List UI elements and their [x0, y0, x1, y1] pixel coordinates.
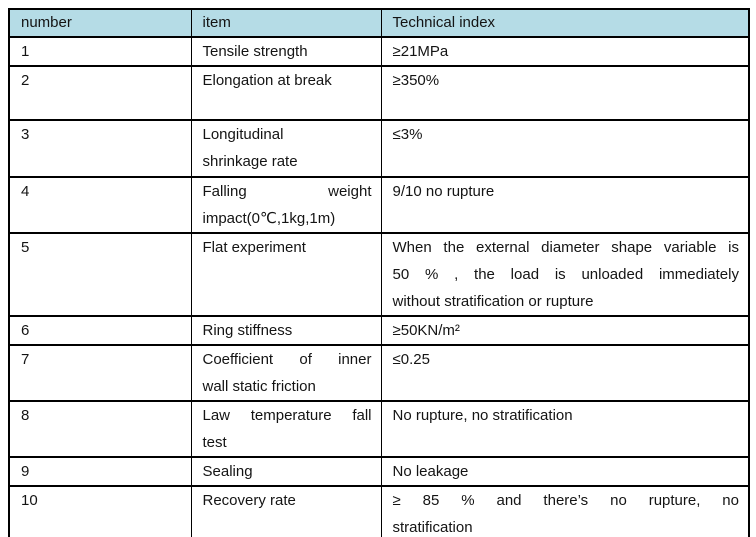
table-row: 4 Falling weight impact(0℃,1kg,1m) 9/10 … [8, 176, 750, 234]
col-header-number: number [8, 8, 192, 38]
table-row: 5 Flat experiment When the external diam… [8, 232, 750, 317]
cell-line: ≥ 85 % and there’s no rupture, no [392, 492, 740, 509]
cell-item: Tensile strength [190, 36, 382, 67]
cell-number: 2 [8, 65, 192, 121]
cell-item: Falling weight impact(0℃,1kg,1m) [190, 176, 382, 234]
cell-number: 4 [8, 176, 192, 234]
cell-number: 3 [8, 119, 192, 178]
cell-technical-index: When the external diameter shape variabl… [380, 232, 750, 317]
technical-spec-table: number item Technical index 1 Tensile st… [8, 8, 750, 537]
table-row: 7 Coefficient of inner wall static frict… [8, 344, 750, 402]
cell-number: 8 [8, 400, 192, 458]
cell-technical-index: ≥50KN/m² [380, 315, 750, 346]
cell-item: Ring stiffness [190, 315, 382, 346]
cell-line: impact(0℃,1kg,1m) [202, 210, 336, 227]
cell-line: stratification [392, 519, 473, 536]
cell-line: Falling weight [202, 183, 372, 200]
cell-item: Sealing [190, 456, 382, 487]
table-row: 10 Recovery rate ≥ 85 % and there’s no r… [8, 485, 750, 537]
cell-line: Coefficient of inner [202, 351, 372, 368]
cell-item: Longitudinal shrinkage rate [190, 119, 382, 178]
col-header-technical-index: Technical index [380, 8, 750, 38]
cell-number: 1 [8, 36, 192, 67]
cell-technical-index: ≥ 85 % and there’s no rupture, no strati… [380, 485, 750, 537]
cell-technical-index: ≤0.25 [380, 344, 750, 402]
cell-number: 9 [8, 456, 192, 487]
cell-item: Elongation at break [190, 65, 382, 121]
table-row: 6 Ring stiffness ≥50KN/m² [8, 315, 750, 346]
cell-technical-index: No leakage [380, 456, 750, 487]
table-row: 9 Sealing No leakage [8, 456, 750, 487]
col-header-item: item [190, 8, 382, 38]
cell-line: wall static friction [202, 378, 316, 395]
table-row: 2 Elongation at break ≥350% [8, 65, 750, 121]
cell-line: test [202, 434, 227, 451]
table-row: 3 Longitudinal shrinkage rate ≤3% [8, 119, 750, 178]
cell-line: without stratification or rupture [392, 293, 594, 310]
cell-line: shrinkage rate [202, 153, 298, 170]
table-row: 1 Tensile strength ≥21MPa [8, 36, 750, 67]
cell-technical-index: No rupture, no stratification [380, 400, 750, 458]
cell-technical-index: ≤3% [380, 119, 750, 178]
cell-item: Law temperature fall test [190, 400, 382, 458]
cell-line: Law temperature fall [202, 407, 372, 424]
table-row: 8 Law temperature fall test No rupture, … [8, 400, 750, 458]
cell-item: Coefficient of inner wall static frictio… [190, 344, 382, 402]
cell-item: Recovery rate [190, 485, 382, 537]
cell-number: 6 [8, 315, 192, 346]
cell-line: Longitudinal [202, 126, 284, 143]
cell-technical-index: ≥21MPa [380, 36, 750, 67]
cell-number: 7 [8, 344, 192, 402]
cell-line: 50 % , the load is unloaded immediately [392, 266, 740, 283]
header-row: number item Technical index [8, 8, 750, 38]
cell-number: 5 [8, 232, 192, 317]
cell-technical-index: ≥350% [380, 65, 750, 121]
cell-item: Flat experiment [190, 232, 382, 317]
cell-line: When the external diameter shape variabl… [392, 239, 740, 256]
cell-number: 10 [8, 485, 192, 537]
cell-technical-index: 9/10 no rupture [380, 176, 750, 234]
